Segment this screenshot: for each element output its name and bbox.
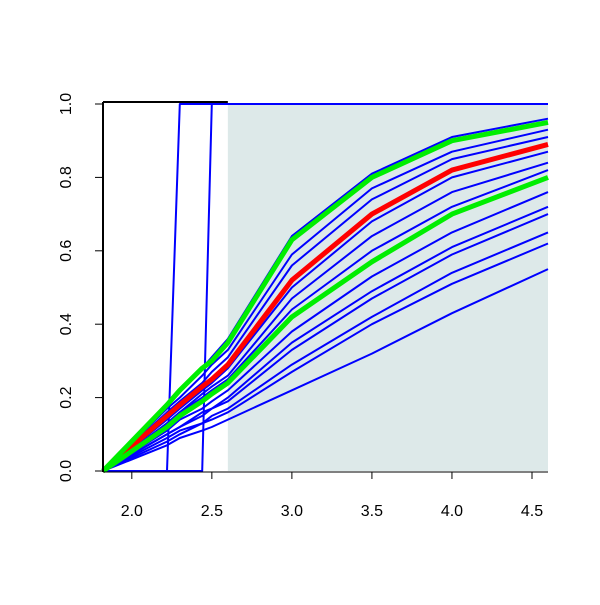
series-line: [102, 169, 549, 472]
y-tick-label: 0.4: [58, 313, 75, 335]
series-line: [102, 136, 549, 472]
series-line: [101, 141, 549, 473]
series-line: [102, 268, 549, 472]
series-line: [102, 213, 549, 472]
y-tick-label: 0.8: [58, 166, 75, 188]
series-line: [103, 103, 548, 472]
x-tick-label: 2.0: [121, 503, 143, 520]
x-tick-label: 4.0: [441, 503, 463, 520]
series-line: [102, 231, 549, 472]
x-tick-label: 4.5: [521, 503, 543, 520]
series-line: [102, 150, 549, 472]
series-line: [102, 191, 549, 472]
series-line: [102, 128, 549, 472]
x-tick-label: 2.5: [201, 503, 223, 520]
y-tick-label: 0.6: [58, 240, 75, 262]
x-tick-label: 3.5: [361, 503, 383, 520]
y-tick-label: 1.0: [58, 93, 75, 115]
series-line: [102, 242, 549, 472]
series-line: [101, 175, 549, 474]
y-tick-label: 0.0: [58, 460, 75, 482]
series-line: [101, 119, 549, 473]
x-tick-label: 3.0: [281, 503, 303, 520]
y-tick-label: 0.2: [58, 386, 75, 408]
